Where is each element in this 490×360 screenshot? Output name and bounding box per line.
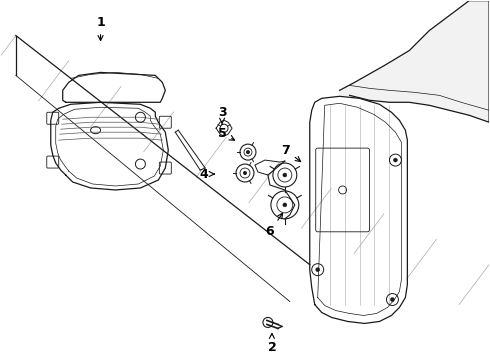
Circle shape (283, 203, 287, 207)
Circle shape (243, 171, 247, 175)
Circle shape (283, 173, 287, 177)
Text: 7: 7 (281, 144, 300, 162)
Text: 2: 2 (268, 333, 276, 354)
Polygon shape (340, 1, 489, 122)
Circle shape (316, 268, 319, 272)
Circle shape (391, 298, 394, 302)
Circle shape (246, 150, 250, 154)
Text: 4: 4 (200, 167, 215, 180)
Text: 5: 5 (218, 127, 235, 140)
Text: 1: 1 (96, 16, 105, 41)
Text: 3: 3 (218, 106, 226, 124)
Text: 6: 6 (266, 213, 283, 238)
Circle shape (393, 158, 397, 162)
